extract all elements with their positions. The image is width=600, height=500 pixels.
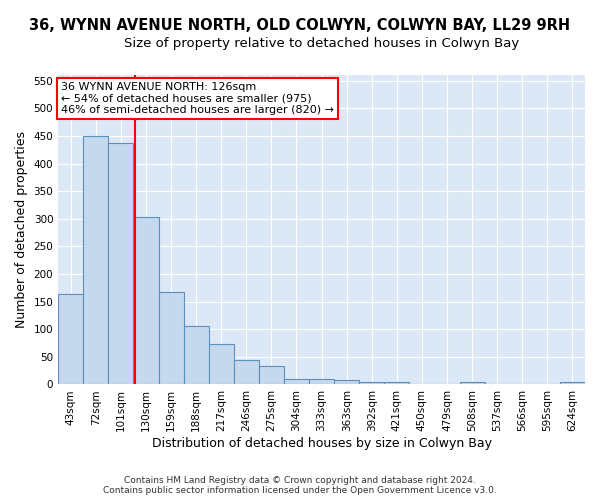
Text: 36 WYNN AVENUE NORTH: 126sqm
← 54% of detached houses are smaller (975)
46% of s: 36 WYNN AVENUE NORTH: 126sqm ← 54% of de… (61, 82, 334, 115)
Bar (309, 379, 334, 384)
Bar (58, 294, 83, 384)
Bar (83, 136, 109, 384)
Bar (284, 379, 309, 384)
Bar (385, 382, 409, 384)
Bar (209, 344, 234, 384)
X-axis label: Distribution of detached houses by size in Colwyn Bay: Distribution of detached houses by size … (152, 437, 491, 450)
Title: Size of property relative to detached houses in Colwyn Bay: Size of property relative to detached ho… (124, 38, 519, 51)
Y-axis label: Number of detached properties: Number of detached properties (15, 132, 28, 328)
Bar (334, 380, 359, 384)
Bar (133, 216, 158, 384)
Bar (359, 382, 385, 384)
Bar (234, 360, 259, 384)
Bar (158, 292, 184, 384)
Bar (259, 366, 284, 384)
Bar (460, 382, 485, 384)
Text: Contains HM Land Registry data © Crown copyright and database right 2024.
Contai: Contains HM Land Registry data © Crown c… (103, 476, 497, 495)
Bar (184, 326, 209, 384)
Text: 36, WYNN AVENUE NORTH, OLD COLWYN, COLWYN BAY, LL29 9RH: 36, WYNN AVENUE NORTH, OLD COLWYN, COLWY… (29, 18, 571, 32)
Bar (109, 143, 133, 384)
Bar (560, 382, 585, 384)
